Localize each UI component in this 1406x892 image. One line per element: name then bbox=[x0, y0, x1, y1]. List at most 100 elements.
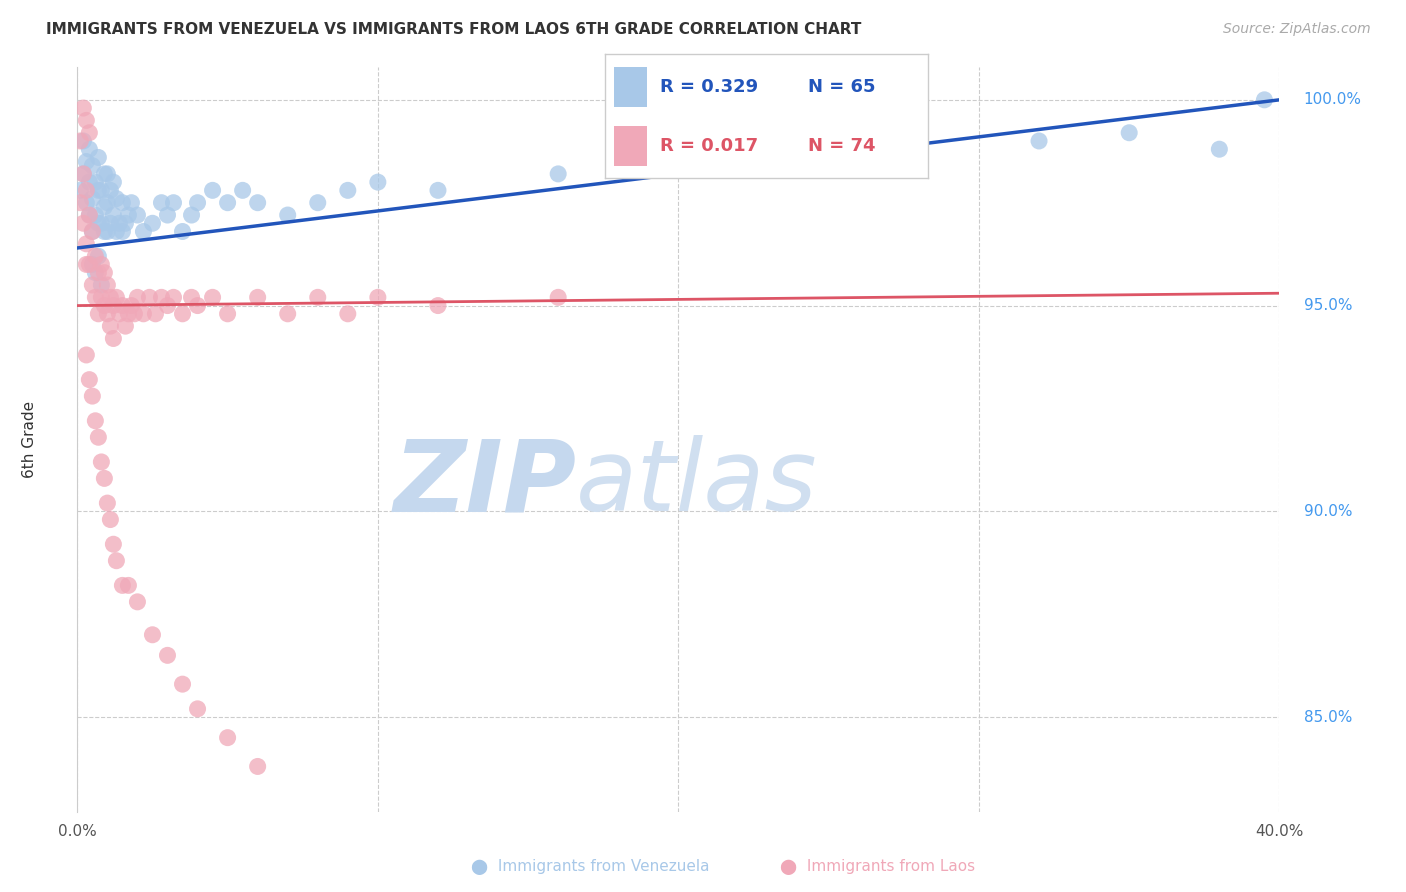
Point bbox=[201, 290, 224, 304]
Text: Source: ZipAtlas.com: Source: ZipAtlas.com bbox=[1223, 22, 1371, 37]
Point bbox=[75, 236, 97, 251]
Point bbox=[75, 154, 97, 169]
Point bbox=[79, 208, 101, 222]
Point bbox=[75, 195, 97, 210]
Point bbox=[93, 299, 115, 313]
Point bbox=[427, 299, 450, 313]
Point bbox=[103, 537, 125, 551]
Point bbox=[246, 759, 269, 773]
Point bbox=[1208, 142, 1230, 156]
Text: IMMIGRANTS FROM VENEZUELA VS IMMIGRANTS FROM LAOS 6TH GRADE CORRELATION CHART: IMMIGRANTS FROM VENEZUELA VS IMMIGRANTS … bbox=[46, 22, 862, 37]
Point bbox=[103, 175, 125, 189]
Text: ZIP: ZIP bbox=[394, 435, 576, 533]
Point bbox=[105, 225, 128, 239]
Point bbox=[75, 183, 97, 197]
Point bbox=[277, 208, 299, 222]
Point bbox=[132, 225, 155, 239]
Point bbox=[162, 290, 184, 304]
Point bbox=[82, 225, 104, 239]
Point bbox=[84, 249, 107, 263]
Point bbox=[117, 208, 139, 222]
Point bbox=[105, 554, 128, 568]
Point bbox=[87, 183, 110, 197]
Point bbox=[79, 175, 101, 189]
Text: 85.0%: 85.0% bbox=[1303, 709, 1353, 724]
Point bbox=[127, 290, 149, 304]
Point bbox=[111, 299, 134, 313]
Point bbox=[75, 113, 97, 128]
Point bbox=[100, 512, 122, 526]
Point bbox=[307, 290, 329, 304]
Point bbox=[93, 167, 115, 181]
Text: 100.0%: 100.0% bbox=[1303, 92, 1361, 107]
Text: 6th Grade: 6th Grade bbox=[21, 401, 37, 478]
Point bbox=[156, 648, 179, 663]
Point bbox=[82, 225, 104, 239]
Point bbox=[90, 183, 112, 197]
Point bbox=[186, 702, 209, 716]
Point bbox=[93, 200, 115, 214]
Point bbox=[105, 192, 128, 206]
Point bbox=[93, 266, 115, 280]
Point bbox=[82, 389, 104, 403]
Point bbox=[547, 290, 569, 304]
Text: N = 65: N = 65 bbox=[808, 78, 876, 96]
Point bbox=[367, 175, 389, 189]
Text: ⬤  Immigrants from Laos: ⬤ Immigrants from Laos bbox=[780, 859, 976, 875]
Point bbox=[111, 195, 134, 210]
Text: 0.0%: 0.0% bbox=[58, 824, 97, 839]
Point bbox=[127, 208, 149, 222]
Point bbox=[93, 225, 115, 239]
Point bbox=[100, 290, 122, 304]
Point bbox=[150, 290, 173, 304]
Text: ⬤  Immigrants from Venezuela: ⬤ Immigrants from Venezuela bbox=[471, 859, 710, 875]
Point bbox=[1118, 126, 1140, 140]
Point bbox=[1253, 93, 1275, 107]
Point bbox=[156, 299, 179, 313]
Text: R = 0.017: R = 0.017 bbox=[659, 137, 758, 155]
Point bbox=[111, 225, 134, 239]
Point bbox=[82, 257, 104, 271]
Point bbox=[103, 208, 125, 222]
Point bbox=[96, 278, 118, 293]
Point bbox=[120, 299, 142, 313]
Point bbox=[145, 307, 167, 321]
Point bbox=[217, 307, 239, 321]
Point bbox=[90, 216, 112, 230]
Point bbox=[72, 167, 94, 181]
Point bbox=[141, 628, 163, 642]
Point bbox=[117, 307, 139, 321]
Point bbox=[100, 319, 122, 334]
Point bbox=[908, 142, 931, 156]
Point bbox=[69, 183, 91, 197]
Point bbox=[75, 257, 97, 271]
Point bbox=[75, 348, 97, 362]
Point bbox=[79, 126, 101, 140]
Point bbox=[69, 195, 91, 210]
Point bbox=[108, 307, 131, 321]
Point bbox=[79, 373, 101, 387]
Text: R = 0.329: R = 0.329 bbox=[659, 78, 758, 96]
Point bbox=[217, 731, 239, 745]
Point bbox=[132, 307, 155, 321]
Point bbox=[84, 208, 107, 222]
Point bbox=[186, 195, 209, 210]
Point bbox=[336, 183, 359, 197]
Bar bbox=[614, 67, 647, 107]
Point bbox=[156, 208, 179, 222]
Point bbox=[69, 134, 91, 148]
Point bbox=[172, 225, 194, 239]
Point bbox=[84, 414, 107, 428]
Point bbox=[79, 208, 101, 222]
Point bbox=[111, 578, 134, 592]
Point bbox=[336, 307, 359, 321]
Point bbox=[100, 183, 122, 197]
Point bbox=[90, 278, 112, 293]
Point bbox=[172, 307, 194, 321]
Point bbox=[180, 290, 202, 304]
Point bbox=[172, 677, 194, 691]
Text: 95.0%: 95.0% bbox=[1303, 298, 1353, 313]
Point bbox=[108, 216, 131, 230]
Point bbox=[120, 195, 142, 210]
Point bbox=[727, 154, 749, 169]
